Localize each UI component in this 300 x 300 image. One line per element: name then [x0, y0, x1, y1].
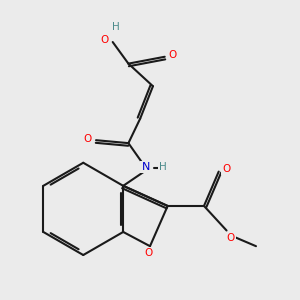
Text: N: N: [141, 162, 150, 172]
Text: O: O: [100, 35, 109, 45]
Text: H: H: [159, 162, 167, 172]
Text: O: O: [222, 164, 230, 174]
Text: O: O: [227, 233, 235, 243]
Text: H: H: [112, 22, 119, 32]
Text: O: O: [169, 50, 177, 60]
Text: O: O: [83, 134, 91, 144]
Text: O: O: [144, 248, 153, 258]
